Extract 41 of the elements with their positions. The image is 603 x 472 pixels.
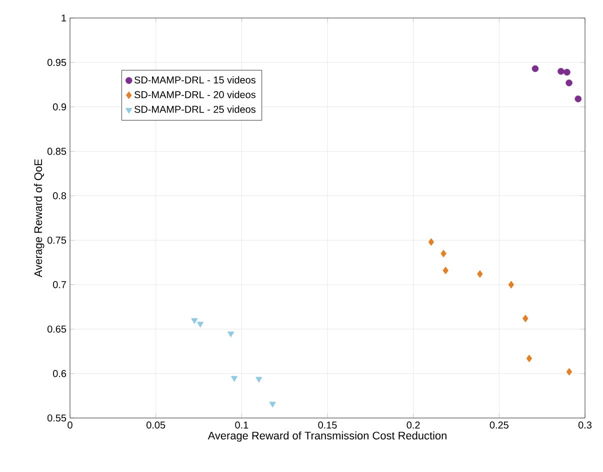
x-tick-label: 0.3	[578, 422, 592, 429]
point	[564, 68, 570, 76]
point	[196, 322, 204, 328]
point	[428, 238, 434, 246]
point	[532, 65, 539, 72]
legend-label: SD-MAMP-DRL - 15 videos	[134, 76, 256, 84]
point	[522, 314, 528, 322]
point	[191, 318, 198, 324]
y-tick-label: 0.95	[47, 58, 66, 66]
y-tick-label: 0.75	[47, 236, 66, 244]
point	[566, 368, 572, 376]
y-tick-label: 0.65	[47, 326, 66, 333]
x-tick-label: 0.2	[406, 422, 420, 429]
x-axis-title: Average Reward of Transmission Cost Reduction	[208, 431, 446, 442]
point	[526, 354, 532, 362]
legend-label: SD-MAMP-DRL - 25 videos	[134, 106, 256, 113]
y-tick-label: 0.7	[53, 281, 66, 288]
x-tick-label: 0.05	[146, 422, 166, 429]
y-tick-label: 0.55	[47, 414, 66, 422]
point	[228, 332, 234, 338]
x-tick-label: 0.25	[490, 422, 508, 429]
y-tick-label: 0.85	[47, 148, 66, 155]
y-axis-title: Average Reward of QoE	[34, 159, 44, 278]
point	[230, 376, 238, 382]
point	[442, 266, 448, 274]
y-tick-label: 0.8	[53, 192, 66, 200]
y-tick-label: 0.6	[53, 370, 66, 378]
point	[269, 402, 276, 408]
point	[508, 280, 514, 288]
x-tick-label: 0	[68, 422, 72, 429]
legend-label: SD-MAMP-DRL - 20 videos	[134, 90, 256, 98]
y-tick-label: 1	[62, 14, 66, 22]
y-tick-label: 0.9	[53, 103, 66, 110]
point	[477, 270, 483, 278]
x-tick-label: 0.1	[235, 422, 248, 429]
point	[440, 250, 446, 258]
point	[558, 68, 564, 75]
x-tick-label: 0.15	[318, 422, 337, 429]
point	[256, 376, 262, 383]
point	[574, 96, 582, 102]
point	[566, 80, 572, 86]
